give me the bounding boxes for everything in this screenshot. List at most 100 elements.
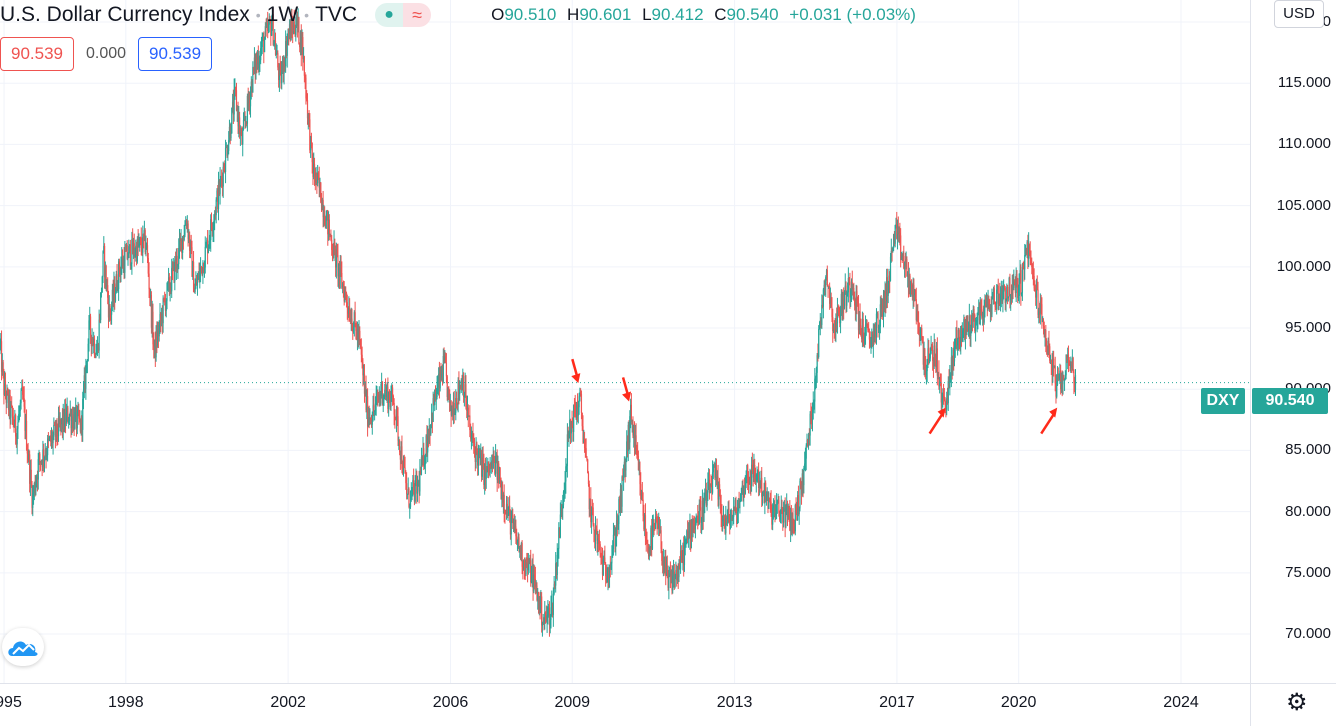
candle-body [446,376,448,397]
candle-body [1043,326,1045,338]
candle-body [575,413,577,419]
candle-body [7,393,10,411]
candle-body [871,331,874,346]
candle-body [220,178,222,180]
candle-body [519,548,522,559]
buy-button[interactable]: 90.539 [138,37,213,71]
price-tick-label: 105.000 [1276,196,1331,214]
candle-body [1046,340,1048,347]
candle-body [89,316,92,336]
candle-body [473,446,476,448]
candle-body [914,293,916,296]
candle-body [733,506,736,511]
candle-body [483,459,485,486]
candle-body [719,495,721,506]
candle-body [331,249,334,254]
candle-body [16,428,18,445]
candle-body [402,468,404,474]
arrow-head [937,407,946,418]
candle-body [669,573,672,577]
candle-body [530,560,532,583]
candle-body [614,531,616,547]
candle-body [413,480,415,487]
candle-body [1045,330,1047,341]
exchange-label[interactable]: TVC [315,3,358,26]
market-status-pill[interactable]: ● ≈ [375,3,432,27]
price-chart[interactable] [0,0,1250,683]
candle-body [685,538,687,542]
candle-body [228,140,230,151]
candle-body [832,326,835,332]
candle-body [22,387,24,395]
candle-body [432,398,434,422]
candle-body [790,513,792,531]
candle-body [185,224,187,226]
candle-body [344,291,346,302]
candle-body [619,499,621,512]
candle-body [465,384,467,408]
candle-body [196,282,198,286]
candle-body [327,219,330,235]
candle-body [1056,384,1058,397]
candle-body [340,263,342,274]
candle-body [994,302,996,308]
tradingview-cloud-icon[interactable] [2,628,44,666]
candle-body [1020,270,1022,295]
candle-body [1035,290,1037,298]
candle-body [804,458,807,464]
high-value: 90.601 [579,5,632,24]
candle-body [879,304,881,327]
candle-body [850,282,853,291]
candle-body [1031,267,1034,270]
candle-body [557,548,559,555]
candle-body [663,560,665,571]
candle-body [219,178,221,195]
candle-body [1074,382,1076,390]
candle-body [166,282,168,301]
candle-body [50,435,52,442]
candle-body [926,359,928,372]
candle-body [232,101,234,115]
candle-body [715,468,717,478]
currency-button[interactable]: USD [1274,0,1324,28]
candle-body [86,360,89,362]
candle-body [882,300,884,316]
candle-body [79,418,81,420]
candle-body [104,265,106,278]
candle-body [707,481,709,492]
candle-body [1042,320,1045,327]
candle-body [705,489,707,506]
candle-body [43,457,46,462]
sell-button[interactable]: 90.539 [0,37,74,71]
candle-body [13,424,15,428]
candle-body [51,435,53,444]
interval-label[interactable]: 1W [266,3,299,26]
symbol-title[interactable]: U.S. Dollar Currency Index [0,3,250,26]
candle-body [891,250,893,252]
quote-boxes: 90.539 0.000 90.539 [0,37,213,71]
candle-body [717,476,719,500]
time-axis[interactable]: 1995 1998 2002 2006 2009 2013 2017 2020 2024 [0,683,1250,726]
candle-body [359,339,362,348]
candle-body [841,293,843,314]
candle-body [1073,371,1075,383]
candle-body [903,255,905,269]
candle-body [90,335,92,347]
candle-body [920,328,922,336]
candle-body [636,448,638,453]
candle-body [413,486,416,502]
candle-body [53,424,55,436]
candle-body [672,576,674,591]
chart-area[interactable] [0,0,1250,683]
candle-body [924,349,926,368]
candle-body [231,101,234,108]
candle-body [822,304,824,307]
candle-body [658,523,661,533]
candle-body [168,277,170,292]
candle-body [65,412,67,424]
candle-body [151,311,153,328]
candle-body [845,285,847,306]
gear-icon[interactable]: ⚙ [1286,689,1308,716]
price-axis[interactable]: 70.00075.00080.00085.00090.00095.000100.… [1250,0,1336,683]
candle-body [542,622,544,625]
